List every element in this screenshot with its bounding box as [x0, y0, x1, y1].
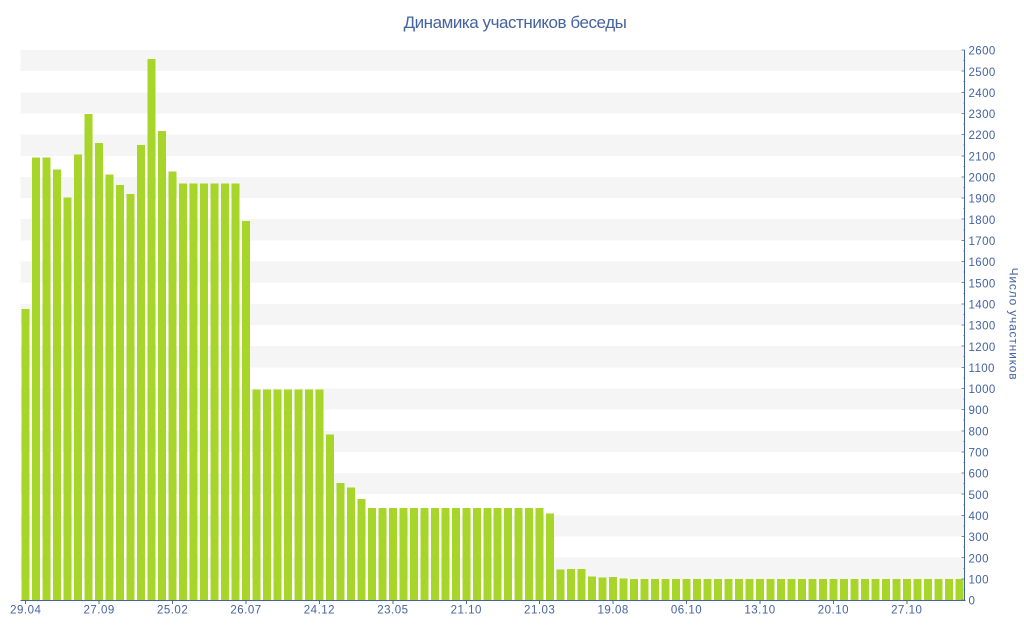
svg-text:25.02: 25.02	[157, 604, 188, 616]
svg-text:27.09: 27.09	[84, 604, 115, 616]
svg-text:900: 900	[969, 405, 989, 417]
svg-text:2500: 2500	[969, 67, 996, 79]
svg-text:13.10: 13.10	[744, 604, 775, 616]
svg-text:800: 800	[969, 426, 989, 438]
svg-text:21.03: 21.03	[524, 604, 555, 616]
svg-text:1900: 1900	[969, 194, 996, 206]
svg-text:2300: 2300	[969, 109, 996, 121]
svg-text:600: 600	[969, 469, 989, 481]
svg-text:06.10: 06.10	[671, 604, 702, 616]
svg-text:1700: 1700	[969, 236, 996, 248]
svg-text:27.10: 27.10	[891, 604, 922, 616]
svg-text:29.04: 29.04	[10, 604, 41, 616]
svg-text:24.12: 24.12	[304, 604, 335, 616]
svg-text:Число участников: Число участников	[1007, 268, 1021, 381]
svg-text:1200: 1200	[969, 342, 996, 354]
svg-text:2600: 2600	[969, 46, 996, 58]
svg-text:0: 0	[969, 596, 976, 608]
svg-text:2000: 2000	[969, 173, 996, 185]
svg-text:2200: 2200	[969, 130, 996, 142]
svg-text:20.10: 20.10	[818, 604, 849, 616]
svg-text:100: 100	[969, 574, 989, 586]
svg-text:Динамика участников беседы: Динамика участников беседы	[404, 13, 627, 32]
svg-text:400: 400	[969, 511, 989, 523]
svg-text:21.10: 21.10	[451, 604, 482, 616]
svg-text:1600: 1600	[969, 257, 996, 269]
svg-text:1500: 1500	[969, 278, 996, 290]
svg-text:700: 700	[969, 448, 989, 460]
svg-text:23.05: 23.05	[377, 604, 408, 616]
svg-text:1000: 1000	[969, 384, 996, 396]
svg-text:300: 300	[969, 532, 989, 544]
svg-text:1100: 1100	[969, 363, 995, 375]
svg-text:500: 500	[969, 490, 989, 502]
svg-text:1400: 1400	[969, 299, 996, 311]
svg-text:2100: 2100	[969, 151, 996, 163]
svg-text:2400: 2400	[969, 88, 996, 100]
svg-text:26.07: 26.07	[230, 604, 261, 616]
svg-text:1800: 1800	[969, 215, 996, 227]
svg-text:200: 200	[969, 553, 989, 565]
svg-text:1300: 1300	[969, 321, 996, 333]
svg-text:19.08: 19.08	[597, 604, 628, 616]
